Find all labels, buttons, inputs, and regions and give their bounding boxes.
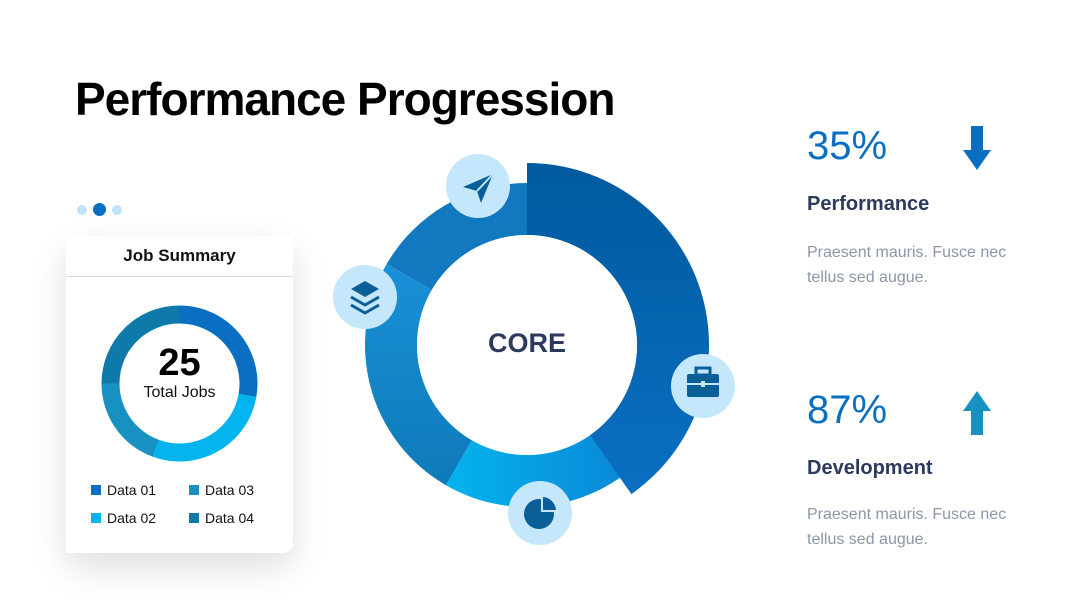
pagination-dots (77, 203, 122, 216)
development-value: 87% (807, 388, 888, 432)
job-summary-title: Job Summary (66, 236, 293, 277)
job-summary-card: Job Summary 25 Total Jobs Data 01 Data 0… (66, 236, 293, 553)
total-jobs-label: Total Jobs (143, 384, 216, 401)
legend-item-data-03: Data 03 (189, 482, 254, 498)
legend-label: Data 03 (205, 482, 255, 498)
legend-swatch (189, 485, 199, 495)
legend-label: Data 04 (205, 510, 255, 526)
mini-donut-segment-3 (101, 383, 159, 457)
arrow-down-icon (963, 126, 991, 170)
page-title: Performance Progression (75, 73, 615, 125)
legend-label: Data 01 (107, 482, 157, 498)
mini-donut-segment-4 (101, 305, 180, 384)
mini-donut-segment-1 (179, 305, 258, 398)
legend-item-data-04: Data 04 (189, 510, 254, 526)
briefcase-icon[interactable] (671, 354, 735, 418)
pagination-dot[interactable] (77, 204, 87, 215)
performance-description: Praesent mauris. Fusce nec tellus sed au… (807, 244, 1007, 286)
pie-chart-icon[interactable] (508, 481, 572, 545)
core-donut-diagram (333, 154, 735, 545)
core-ring-segment-bottom (446, 429, 632, 507)
development-description: Praesent mauris. Fusce nec tellus sed au… (807, 506, 1007, 548)
legend-swatch (91, 513, 101, 523)
mini-donut-segment-2 (152, 393, 257, 462)
core-ring-segment-highlight (527, 163, 709, 495)
development-heading: Development (807, 457, 933, 479)
mini-donut-segments (101, 305, 258, 462)
job-summary-donut (101, 305, 258, 462)
layers-icon[interactable] (333, 265, 397, 329)
pagination-dot-active[interactable] (93, 203, 106, 216)
core-center (417, 235, 637, 455)
legend-label: Data 02 (107, 510, 157, 526)
legend-item-data-02: Data 02 (91, 510, 156, 526)
total-jobs-value: 25 (158, 342, 201, 384)
core-label: CORE (487, 328, 566, 358)
performance-value: 35% (807, 124, 888, 168)
core-ring-segment-left (365, 264, 472, 486)
arrow-up-icon (963, 391, 991, 435)
pagination-dot[interactable] (112, 204, 122, 215)
paper-plane-icon[interactable] (446, 154, 510, 218)
legend-swatch (189, 513, 199, 523)
legend-swatch (91, 485, 101, 495)
performance-heading: Performance (807, 193, 930, 215)
legend-item-data-01: Data 01 (91, 482, 156, 498)
